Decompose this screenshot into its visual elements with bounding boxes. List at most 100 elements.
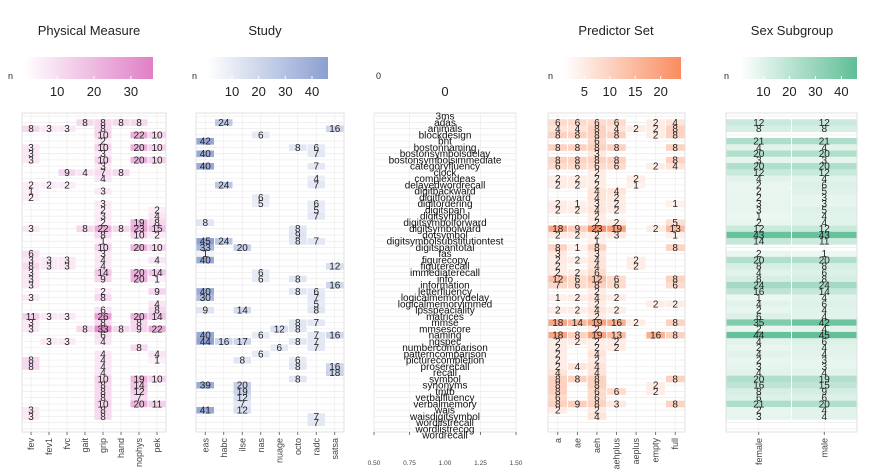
cell-value-label-sex: 2 [756, 343, 762, 354]
cell-value-label-predictor: 8 [594, 124, 600, 135]
heatmap-cell-predictor [568, 144, 587, 151]
outcome-label: picturecompletion [406, 356, 484, 367]
heatmap-cell-physical [94, 175, 112, 183]
heatmap-cell-physical [22, 275, 40, 283]
heatmap-cell-physical [22, 294, 40, 301]
cell-value-label-study: 6 [313, 287, 319, 298]
heatmap-cell-study [233, 306, 251, 314]
cell-value-label-study: 39 [200, 381, 212, 392]
heatmap-cell-predictor [587, 281, 607, 289]
cell-value-label-sex: 12 [753, 224, 765, 235]
heatmap-cell-predictor [665, 125, 685, 133]
x-tick-label-sex: male [819, 438, 829, 458]
cell-value-label-sex: 4 [756, 174, 762, 185]
heatmap-cell-sex [726, 338, 791, 345]
cell-value-label-physical: 8 [100, 406, 106, 417]
cell-value-label-predictor: 2 [594, 324, 600, 335]
heatmap-cell-predictor [548, 406, 568, 414]
heatmap-cell-sex [792, 138, 857, 145]
cell-value-label-study: 41 [200, 406, 212, 417]
cell-value-label-sex: 21 [753, 137, 765, 148]
cell-value-label-physical: 3 [28, 318, 34, 329]
cell-value-label-physical: 10 [97, 399, 109, 410]
cell-value-label-physical: 8 [82, 224, 88, 235]
cell-value-label-study: 7 [313, 418, 319, 429]
heatmap-cell-sex [726, 325, 791, 333]
cell-value-label-physical: 8 [100, 387, 106, 398]
cell-value-label-sex: 43 [753, 230, 765, 241]
x-tick-label-study: radc [311, 438, 321, 456]
cell-value-label-sex: 4 [821, 212, 827, 223]
cell-value-label-sex: 1 [821, 249, 827, 260]
cell-value-label-predictor: 4 [594, 187, 600, 198]
heatmap-cell-study [233, 388, 251, 395]
cell-value-label-physical: 8 [136, 343, 142, 354]
heatmap-cell-physical [148, 300, 166, 308]
cell-value-label-predictor: 8 [614, 155, 620, 166]
x-tick-label-study: eas [200, 438, 210, 453]
cell-value-label-predictor: 2 [555, 262, 561, 273]
cell-value-label-physical: 4 [100, 255, 106, 266]
cell-value-label-physical: 2 [64, 180, 70, 191]
heatmap-cell-predictor [548, 375, 568, 383]
cell-value-label-physical: 8 [100, 230, 106, 241]
outcome-label: 3ms [436, 112, 455, 123]
heatmap-cell-study [196, 381, 214, 389]
cell-value-label-predictor: 4 [614, 124, 620, 135]
heatmap-cell-physical [94, 381, 112, 389]
heatmap-cell-sex [792, 275, 857, 283]
cell-value-label-predictor: 8 [614, 143, 620, 154]
heatmap-cell-physical [94, 219, 112, 226]
cell-value-label-predictor: 2 [555, 205, 561, 216]
heatmap-cell-predictor [587, 406, 607, 414]
heatmap-cell-predictor [548, 319, 568, 326]
cell-value-label-physical: 8 [136, 118, 142, 129]
heatmap-cell-predictor [587, 163, 607, 170]
heatmap-cell-physical [58, 263, 76, 270]
heatmap-cell-sex [792, 281, 857, 289]
heatmap-cell-predictor [548, 175, 568, 183]
heatmap-cell-physical [22, 413, 40, 420]
cell-value-label-predictor: 2 [614, 218, 620, 229]
outcome-label: digitbackward [414, 187, 475, 198]
cell-value-label-predictor: 4 [594, 205, 600, 216]
heatmap-cell-physical [22, 188, 40, 195]
cell-value-label-physical: 20 [133, 399, 145, 410]
cell-value-label-sex: 4 [821, 349, 827, 360]
legend-tick-label-predictor: 15 [628, 84, 642, 99]
x-tick-label-outcome: 1.25 [474, 460, 487, 467]
cell-value-label-predictor: 2 [555, 268, 561, 279]
cell-value-label-physical: 2 [46, 180, 52, 191]
heatmap-cell-predictor [626, 263, 646, 270]
heatmap-cell-physical [22, 194, 40, 201]
cell-value-label-predictor: 6 [575, 118, 581, 129]
heatmap-cell-predictor [587, 375, 607, 383]
cell-value-label-sex: 2 [756, 249, 762, 260]
heatmap-cell-physical [58, 169, 76, 176]
cell-value-label-predictor: 8 [594, 130, 600, 141]
legend-tick-label-study: 30 [278, 84, 292, 99]
heatmap-cell-study [307, 306, 325, 314]
cell-value-label-physical: 12 [133, 387, 145, 398]
cell-value-label-sex: 4 [821, 324, 827, 335]
heatmap-cell-predictor [607, 131, 626, 139]
cell-value-label-predictor: 2 [594, 312, 600, 323]
cell-value-label-sex: 20 [819, 399, 831, 410]
heatmap-cell-predictor [587, 188, 607, 195]
cell-value-label-predictor: 2 [555, 362, 561, 373]
heatmap-cell-sex [792, 263, 857, 270]
heatmap-cell-study [196, 338, 214, 345]
cell-value-label-predictor: 3 [555, 249, 561, 260]
heatmap-cell-predictor [587, 400, 607, 408]
heatmap-cell-sex [792, 206, 857, 214]
heatmap-cell-physical [40, 338, 58, 345]
heatmap-cell-predictor [646, 381, 665, 389]
heatmap-cell-predictor [548, 344, 568, 351]
heatmap-cell-physical [76, 119, 94, 126]
heatmap-cell-predictor [568, 244, 587, 251]
cell-value-label-sex: 16 [753, 381, 765, 392]
heatmap-cell-physical [94, 156, 112, 164]
heatmap-cell-predictor [568, 281, 587, 289]
heatmap-cell-sex [726, 388, 791, 395]
heatmap-cell-physical [148, 225, 166, 233]
